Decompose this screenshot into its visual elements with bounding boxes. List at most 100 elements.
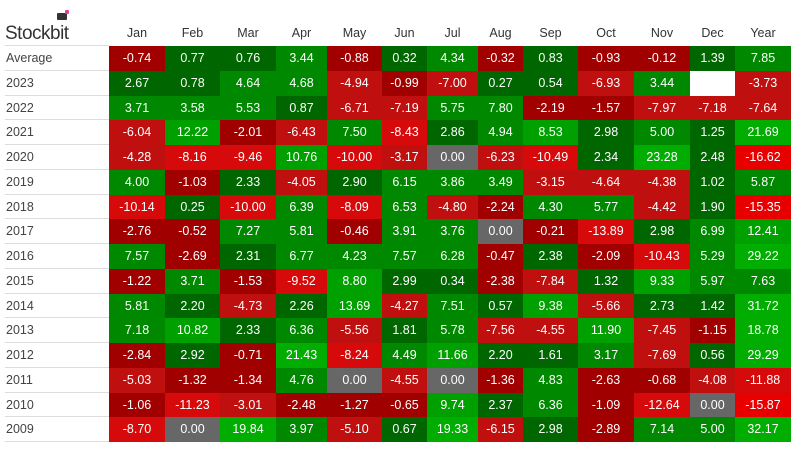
heatmap-cell: 3.71 bbox=[109, 96, 165, 120]
heatmap-cell: -4.80 bbox=[427, 195, 478, 219]
heatmap-cell: -3.01 bbox=[220, 393, 276, 417]
chat-chart-icon bbox=[57, 13, 67, 20]
heatmap-cell: 3.49 bbox=[478, 170, 523, 195]
heatmap-cell: 10.82 bbox=[165, 318, 220, 343]
heatmap-cell: 2.34 bbox=[578, 145, 634, 170]
heatmap-cell: 7.85 bbox=[735, 46, 791, 71]
heatmap-cell: -0.65 bbox=[382, 393, 427, 417]
column-header-oct: Oct bbox=[596, 26, 616, 40]
heatmap-cell: 7.80 bbox=[478, 96, 523, 120]
heatmap-cell: 6.15 bbox=[382, 170, 427, 195]
heatmap-cell: -3.15 bbox=[523, 170, 578, 195]
heatmap-cell: -0.93 bbox=[578, 46, 634, 71]
heatmap-cell: 3.76 bbox=[427, 219, 478, 244]
heatmap-cell: 3.44 bbox=[634, 71, 690, 96]
heatmap-cell: -2.01 bbox=[220, 120, 276, 145]
heatmap-cell: 21.69 bbox=[735, 120, 791, 145]
heatmap-cell: 5.00 bbox=[690, 417, 735, 442]
column-header-jun: Jun bbox=[394, 26, 415, 40]
heatmap-cell: 0.25 bbox=[165, 195, 220, 219]
heatmap-cell: 2.98 bbox=[578, 120, 634, 145]
heatmap-cell: 6.39 bbox=[276, 195, 327, 219]
heatmap-cell: 4.68 bbox=[276, 71, 327, 96]
heatmap-cell: 4.34 bbox=[427, 46, 478, 71]
heatmap-cell: 5.97 bbox=[690, 269, 735, 294]
heatmap-cell: 5.81 bbox=[109, 294, 165, 318]
heatmap-cell: 13.69 bbox=[327, 294, 382, 318]
heatmap-cell: 9.38 bbox=[523, 294, 578, 318]
heatmap-cell: -0.21 bbox=[523, 219, 578, 244]
heatmap-cell: 4.76 bbox=[276, 368, 327, 393]
heatmap-cell: -8.43 bbox=[382, 120, 427, 145]
heatmap-cell: -0.74 bbox=[109, 46, 165, 71]
heatmap-cell: 0.54 bbox=[523, 71, 578, 96]
heatmap-cell: 7.57 bbox=[109, 244, 165, 269]
heatmap-cell: 19.33 bbox=[427, 417, 478, 442]
heatmap-cell: 4.30 bbox=[523, 195, 578, 219]
heatmap-cell: -1.53 bbox=[220, 269, 276, 294]
heatmap-cell: 0.32 bbox=[382, 46, 427, 71]
heatmap-cell: -2.76 bbox=[109, 219, 165, 244]
heatmap-cell: -10.14 bbox=[109, 195, 165, 219]
heatmap-cell: -2.89 bbox=[578, 417, 634, 442]
heatmap-cell: 1.39 bbox=[690, 46, 735, 71]
header-divider bbox=[5, 45, 109, 46]
heatmap-cell: -1.32 bbox=[165, 368, 220, 393]
logo-accent-icon bbox=[65, 10, 69, 14]
heatmap-cell: -7.19 bbox=[382, 96, 427, 120]
heatmap-cell: -6.15 bbox=[478, 417, 523, 442]
heatmap-cell: -0.52 bbox=[165, 219, 220, 244]
heatmap-cell: 4.00 bbox=[109, 170, 165, 195]
heatmap-cell: -0.32 bbox=[478, 46, 523, 71]
heatmap-cell: -11.23 bbox=[165, 393, 220, 417]
heatmap-cell: 3.86 bbox=[427, 170, 478, 195]
heatmap-cell: 11.90 bbox=[578, 318, 634, 343]
heatmap-cell: 0.56 bbox=[690, 343, 735, 368]
heatmap-cell: 18.78 bbox=[735, 318, 791, 343]
heatmap-cell: -7.45 bbox=[634, 318, 690, 343]
row-label: 2010 bbox=[5, 393, 109, 418]
heatmap-cell: 0.83 bbox=[523, 46, 578, 71]
heatmap-cell: -4.55 bbox=[523, 318, 578, 343]
heatmap-cell: -1.27 bbox=[327, 393, 382, 417]
heatmap-cell: 5.77 bbox=[578, 195, 634, 219]
heatmap-cell: 32.17 bbox=[735, 417, 791, 442]
heatmap-cell: 1.32 bbox=[578, 269, 634, 294]
heatmap-cell: -3.73 bbox=[735, 71, 791, 96]
row-label: 2023 bbox=[5, 71, 109, 96]
column-header-feb: Feb bbox=[181, 26, 204, 40]
heatmap-cell: 0.00 bbox=[427, 145, 478, 170]
heatmap-cell: 2.37 bbox=[478, 393, 523, 417]
heatmap-cell: -15.87 bbox=[735, 393, 791, 417]
heatmap-cell: 2.99 bbox=[382, 269, 427, 294]
column-header-jan: Jan bbox=[126, 26, 148, 40]
heatmap-cell: -1.15 bbox=[690, 318, 735, 343]
heatmap-cell: 4.83 bbox=[523, 368, 578, 393]
heatmap-cell: 19.84 bbox=[220, 417, 276, 442]
heatmap-cell: -2.84 bbox=[109, 343, 165, 368]
row-label: 2015 bbox=[5, 269, 109, 294]
row-label: 2022 bbox=[5, 96, 109, 121]
heatmap-cell: -13.89 bbox=[578, 219, 634, 244]
row-label: 2013 bbox=[5, 318, 109, 343]
heatmap-cell: 2.31 bbox=[220, 244, 276, 269]
heatmap-cell: 1.81 bbox=[382, 318, 427, 343]
heatmap-cell: -7.84 bbox=[523, 269, 578, 294]
heatmap-cell: 1.02 bbox=[690, 170, 735, 195]
heatmap-cell: 9.74 bbox=[427, 393, 478, 417]
heatmap-cell: -10.00 bbox=[220, 195, 276, 219]
heatmap-cell: 0.77 bbox=[165, 46, 220, 71]
heatmap-cell: 7.50 bbox=[327, 120, 382, 145]
heatmap-cell: 2.26 bbox=[276, 294, 327, 318]
heatmap-cell: -8.16 bbox=[165, 145, 220, 170]
heatmap-cell: 5.29 bbox=[690, 244, 735, 269]
row-label: 2021 bbox=[5, 120, 109, 145]
heatmap-cell: -4.64 bbox=[578, 170, 634, 195]
heatmap-cell: -0.12 bbox=[634, 46, 690, 71]
heatmap-cell: -7.69 bbox=[634, 343, 690, 368]
heatmap-cell: 6.53 bbox=[382, 195, 427, 219]
heatmap-cell: -1.36 bbox=[478, 368, 523, 393]
heatmap-cell: 5.81 bbox=[276, 219, 327, 244]
row-label: 2018 bbox=[5, 195, 109, 220]
heatmap-cell: 2.48 bbox=[690, 145, 735, 170]
